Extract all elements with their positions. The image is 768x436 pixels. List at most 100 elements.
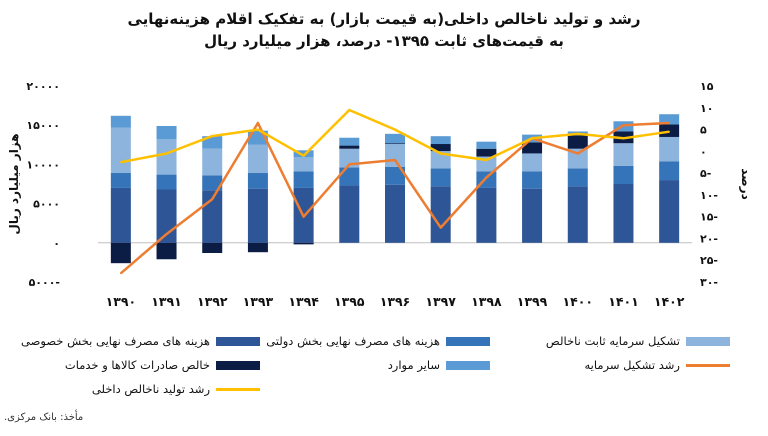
legend-swatch [686, 336, 730, 346]
point-capgrowth [165, 233, 168, 235]
left-axis-title: هزار میلیارد ریال [7, 133, 21, 234]
legend-item-other: سایر موارد [388, 358, 490, 372]
bar-private [613, 184, 634, 243]
bar-invest [156, 139, 177, 175]
bar-private [430, 186, 451, 243]
x-axis-tick-label: ۱۳۹۶ [380, 294, 411, 309]
bar-private [476, 187, 497, 243]
bar-other [293, 150, 314, 158]
legend-item-invest: تشکیل سرمایه ثابت ناخالص [546, 334, 730, 348]
legend-label: رشد تولید ناخالص داخلی [91, 382, 210, 396]
right-axis-tick-label: ۱۵- [700, 211, 718, 224]
point-gdpgrowth [485, 159, 488, 161]
bar-gov [110, 173, 131, 188]
bar-private [385, 184, 405, 243]
point-gdpgrowth [302, 154, 305, 157]
bar-other [156, 125, 177, 140]
x-axis-tick-label: ۱۴۰۲ [654, 294, 685, 309]
bar-other [476, 141, 497, 149]
legend-swatch [446, 360, 490, 370]
point-gdpgrowth [348, 109, 351, 111]
bar-invest [110, 127, 131, 174]
right-axis-tick-label: ۵- [700, 167, 711, 180]
bar-invest [293, 157, 314, 172]
bar-private [110, 187, 131, 243]
right-axis-tick-label: ۲۰- [700, 232, 718, 245]
chart-legend: هزینه های مصرف نهایی بخش خصوصی هزینه های … [21, 328, 730, 406]
left-axis-tick-label: ۲۰۰۰۰ [26, 80, 60, 93]
x-axis-tick-label: ۱۳۹۰ [106, 294, 137, 309]
point-capgrowth [622, 124, 625, 126]
point-gdpgrowth [257, 128, 259, 131]
point-capgrowth [439, 226, 442, 229]
bar-gov [430, 168, 451, 187]
bar-gov [293, 171, 314, 188]
legend-item-netexp: خالص صادرات کالاها و خدمات [65, 358, 260, 372]
legend-label: تشکیل سرمایه ثابت ناخالص [545, 334, 680, 348]
bar-netexp [156, 242, 177, 260]
bar-private [339, 185, 360, 243]
left-axis-tick-label: ۵۰۰۰ [33, 198, 60, 211]
x-axis-tick-label: ۱۳۹۱ [151, 294, 182, 309]
left-axis-tick-label: ۱۰۰۰۰ [26, 158, 60, 171]
left-axis-tick-label: ۱۵۰۰۰ [26, 119, 60, 132]
bar-private [567, 186, 588, 243]
bar-other [430, 136, 451, 145]
point-capgrowth [257, 122, 259, 124]
left-axis-tick-label: ۵۰۰۰- [29, 276, 60, 289]
bar-netexp [567, 135, 588, 149]
point-gdpgrowth [531, 137, 533, 140]
bar-private [522, 188, 543, 243]
point-gdpgrowth [668, 130, 670, 133]
x-axis-tick-label: ۱۴۰۱ [608, 294, 639, 309]
point-gdpgrowth [622, 137, 625, 140]
legend-item-gov: هزینه های مصرف نهایی بخش دولتی [266, 334, 490, 348]
bar-gov [202, 175, 223, 191]
legend-label: رشد تشکیل سرمایه [584, 358, 680, 372]
bar-netexp [110, 242, 131, 264]
chart-title-line2: به قیمت‌های ثابت ۱۳۹۵- درصد، هزار میلیار… [204, 32, 564, 50]
bar-netexp [385, 143, 405, 145]
legend-label: سایر موارد [387, 358, 440, 372]
bar-gov [156, 174, 177, 190]
right-axis-tick-label: ۰ [700, 145, 707, 158]
legend-item-private: هزینه های مصرف نهایی بخش خصوصی [21, 334, 260, 348]
point-capgrowth [348, 163, 351, 166]
bar-invest [567, 148, 588, 169]
point-capgrowth [668, 122, 670, 124]
x-axis-tick-label: ۱۴۰۰ [563, 294, 594, 309]
legend-label: خالص صادرات کالاها و خدمات [64, 358, 210, 372]
right-axis-tick-label: ۲۵- [700, 254, 718, 267]
right-axis-tick-label: ۵ [700, 124, 707, 137]
bar-invest [385, 144, 405, 167]
legend-label: هزینه های مصرف نهایی بخش خصوصی [21, 334, 210, 348]
bar-gov [567, 168, 588, 187]
x-axis-tick-label: ۱۳۹۲ [197, 294, 228, 309]
point-gdpgrowth [211, 135, 214, 137]
bar-netexp [522, 142, 543, 154]
point-gdpgrowth [439, 152, 442, 155]
point-gdpgrowth [394, 128, 396, 131]
legend-swatch [216, 360, 260, 370]
right-axis-tick-label: ۱۰- [700, 189, 718, 202]
chart-title-line1: رشد و تولید ناخالص داخلی(به قیمت بازار) … [127, 10, 641, 28]
legend-swatch [216, 387, 260, 391]
chart-title: رشد و تولید ناخالص داخلی(به قیمت بازار) … [0, 8, 768, 52]
bar-netexp [293, 242, 314, 245]
bar-other [659, 114, 680, 125]
bar-netexp [659, 124, 680, 137]
bar-gov [339, 167, 360, 186]
bar-netexp [476, 148, 497, 157]
point-capgrowth [120, 272, 122, 275]
bar-gov [522, 171, 543, 189]
x-axis-tick-label: ۱۳۹۷ [425, 294, 456, 309]
legend-swatch [216, 336, 260, 346]
point-capgrowth [394, 159, 396, 161]
chart-plot: ۵۰۰۰- ۰ ۵۰۰۰ ۱۰۰۰۰ ۱۵۰۰۰ ۲۰۰۰۰ ۳۰- ۲۵- ۲۰- ۱۵- ۱۰-… [7, 80, 753, 309]
bar-invest [659, 136, 680, 162]
bar-invest [202, 148, 223, 176]
point-gdpgrowth [120, 161, 122, 164]
legend-label: هزینه های مصرف نهایی بخش دولتی [266, 334, 440, 348]
bar-private [247, 188, 268, 243]
bar-other [339, 137, 360, 146]
